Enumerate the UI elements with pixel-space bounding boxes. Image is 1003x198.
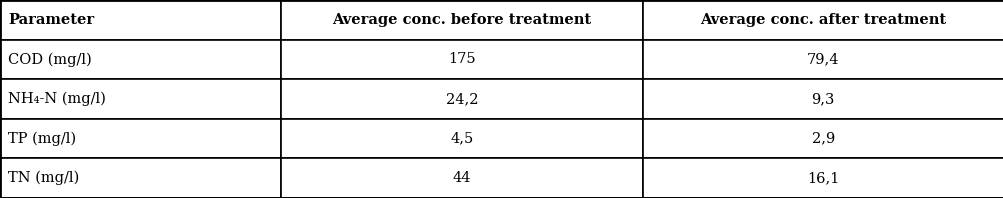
Bar — [0, 79, 281, 119]
Bar — [0, 40, 281, 79]
Bar — [642, 119, 1003, 158]
Text: 175: 175 — [447, 52, 475, 66]
Bar — [642, 40, 1003, 79]
Bar — [642, 0, 1003, 40]
Text: COD (mg/l): COD (mg/l) — [8, 52, 91, 67]
Text: 2,9: 2,9 — [810, 132, 834, 146]
Text: 24,2: 24,2 — [445, 92, 477, 106]
Bar — [642, 79, 1003, 119]
Text: 9,3: 9,3 — [810, 92, 834, 106]
Text: TN (mg/l): TN (mg/l) — [8, 171, 79, 185]
Text: Average conc. after treatment: Average conc. after treatment — [699, 13, 946, 27]
Text: 16,1: 16,1 — [806, 171, 839, 185]
Text: Parameter: Parameter — [8, 13, 94, 27]
Bar — [281, 79, 642, 119]
Text: 4,5: 4,5 — [449, 132, 473, 146]
Bar — [281, 0, 642, 40]
Bar — [281, 40, 642, 79]
Bar — [642, 158, 1003, 198]
Text: TP (mg/l): TP (mg/l) — [8, 131, 76, 146]
Text: Average conc. before treatment: Average conc. before treatment — [332, 13, 591, 27]
Bar — [0, 0, 281, 40]
Bar — [281, 158, 642, 198]
Bar — [281, 119, 642, 158]
Text: 44: 44 — [452, 171, 470, 185]
Text: 79,4: 79,4 — [806, 52, 839, 66]
Bar — [0, 119, 281, 158]
Text: NH₄-N (mg/l): NH₄-N (mg/l) — [8, 92, 105, 106]
Bar — [0, 158, 281, 198]
